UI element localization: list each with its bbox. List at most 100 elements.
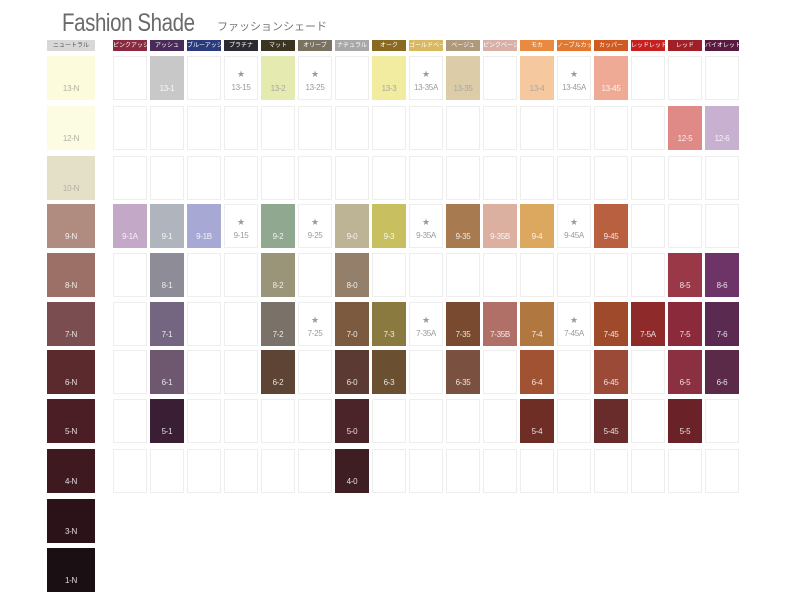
star-icon: ★ [569,315,579,325]
empty-slot [298,253,332,297]
column-header: アッシュ [150,40,184,51]
starred-shade-slot: ★ 13-25 [298,56,332,100]
shade-swatch: 8-2 [261,253,295,297]
shade-label: 9-N [65,232,77,241]
empty-slot [631,449,665,493]
shade-swatch: 9-4 [520,204,554,248]
empty-slot [705,204,739,248]
empty-slot [372,156,406,200]
shade-label: 6-45 [603,378,619,387]
column-header: レッドレッド [631,40,665,51]
empty-slot [187,106,221,150]
column-header: プラチナ [224,40,258,51]
empty-slot [483,56,517,100]
shade-swatch: 7-5 [668,302,702,346]
column-header-neutral: ニュートラル [47,40,95,51]
column-header: ピンクアッシュ [113,40,147,51]
shade-swatch: 8-6 [705,253,739,297]
empty-slot [594,156,628,200]
shade-label: 7-1 [161,330,173,339]
empty-slot [187,302,221,346]
empty-slot [187,253,221,297]
empty-slot [113,449,147,493]
shade-label: 9-1 [161,232,173,241]
shade-swatch: 7-4 [520,302,554,346]
shade-label: 7-5 [679,330,691,339]
empty-slot [446,156,480,200]
empty-slot [298,156,332,200]
shade-swatch: 1-N [47,548,95,592]
empty-slot [631,106,665,150]
shade-swatch: 9-2 [261,204,295,248]
empty-slot [705,449,739,493]
shade-label: 7-35 [455,330,471,339]
empty-slot [409,449,443,493]
shade-label: 4-N [65,477,77,486]
shade-label: 13-45 [601,84,621,93]
shade-swatch: 6-45 [594,350,628,394]
shade-swatch: 8-1 [150,253,184,297]
shade-swatch: 6-5 [668,350,702,394]
shade-swatch: 12-6 [705,106,739,150]
shade-swatch: 6-3 [372,350,406,394]
empty-slot [113,302,147,346]
empty-slot [113,156,147,200]
column-header: マット [261,40,295,51]
shade-swatch: 9-N [47,204,95,248]
shade-label: 13-N [62,84,80,93]
shade-swatch: 9-1B [187,204,221,248]
shade-swatch: 6-6 [705,350,739,394]
column-header: オーク [372,40,406,51]
empty-slot [409,253,443,297]
empty-slot [483,350,517,394]
shade-swatch: 5-0 [335,399,369,443]
shade-label: 7-2 [272,330,284,339]
shade-swatch: 9-1A [113,204,147,248]
page-title: Fashion Shade [62,9,195,37]
empty-slot [446,449,480,493]
shade-label: 7-N [65,330,77,339]
shade-label: 7-5A [640,330,656,339]
empty-slot [409,106,443,150]
empty-slot [631,156,665,200]
empty-slot [631,350,665,394]
shade-swatch: 8-N [47,253,95,297]
empty-slot [224,106,258,150]
shade-swatch: 5-4 [520,399,554,443]
empty-slot [705,399,739,443]
shade-swatch: 9-1 [150,204,184,248]
shade-swatch: 6-N [47,350,95,394]
empty-slot [261,449,295,493]
empty-slot [557,449,591,493]
star-icon: ★ [310,217,320,227]
shade-swatch: 13-N [47,56,95,100]
shade-label: 13-3 [381,84,397,93]
shade-label: 9-2 [272,232,284,241]
shade-swatch: 5-5 [668,399,702,443]
starred-shade-slot: ★ 7-45A [557,302,591,346]
shade-swatch: 9-3 [372,204,406,248]
shade-swatch: 6-35 [446,350,480,394]
column-header: ピンクベージュ [483,40,517,51]
shade-swatch: 4-N [47,449,95,493]
shade-label: 8-5 [679,281,691,290]
shade-swatch: 5-N [47,399,95,443]
empty-slot [631,204,665,248]
empty-slot [113,350,147,394]
shade-label: 5-N [65,427,77,436]
empty-slot [446,399,480,443]
shade-swatch: 7-6 [705,302,739,346]
shade-swatch: 4-0 [335,449,369,493]
shade-label: 8-1 [161,281,173,290]
shade-swatch: 7-2 [261,302,295,346]
shade-swatch: 7-1 [150,302,184,346]
starred-shade-slot: ★ 7-25 [298,302,332,346]
shade-label: 13-4 [529,84,545,93]
shade-label: 7-35A [416,329,436,338]
star-icon: ★ [569,217,579,227]
column-header: バイオレット [705,40,739,51]
shade-label: 6-4 [531,378,543,387]
shade-label: 9-35B [490,232,510,241]
empty-slot [557,350,591,394]
empty-slot [224,156,258,200]
